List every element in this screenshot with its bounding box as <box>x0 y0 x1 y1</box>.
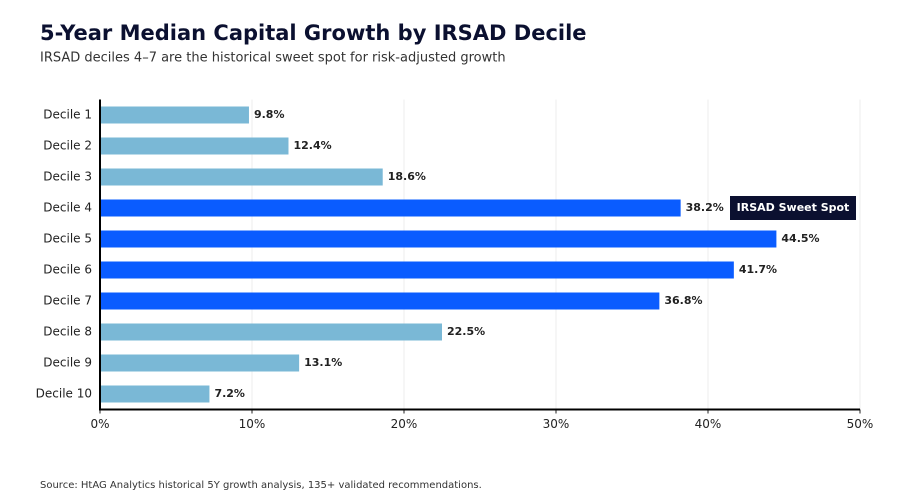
bar <box>100 385 210 403</box>
y-tick-label: Decile 4 <box>43 201 92 215</box>
x-tick-label: 30% <box>543 417 570 431</box>
bar <box>100 168 383 186</box>
value-label: 12.4% <box>293 139 331 152</box>
value-label: 38.2% <box>686 201 724 214</box>
bar <box>100 292 660 310</box>
value-label: 44.5% <box>781 232 819 245</box>
bar <box>100 323 442 341</box>
value-label: 36.8% <box>664 294 702 307</box>
value-label: 41.7% <box>739 263 777 276</box>
x-tick-label: 0% <box>90 417 109 431</box>
annotation: IRSAD Sweet Spot <box>737 201 850 214</box>
bar <box>100 137 289 155</box>
y-tick-label: Decile 5 <box>43 232 92 246</box>
y-tick-label: Decile 9 <box>43 356 92 370</box>
annotation-box <box>730 196 856 220</box>
x-tick-label: 20% <box>391 417 418 431</box>
y-tick-label: Decile 1 <box>43 108 92 122</box>
value-label: 22.5% <box>447 325 485 338</box>
y-tick-label: Decile 7 <box>43 294 92 308</box>
y-tick-label: Decile 3 <box>43 170 92 184</box>
chart-subtitle: IRSAD deciles 4–7 are the historical swe… <box>40 51 506 66</box>
value-label: 9.8% <box>254 108 285 121</box>
y-tick-label: Decile 6 <box>43 263 92 277</box>
bar <box>100 106 249 124</box>
value-label: 7.2% <box>214 387 245 400</box>
bar <box>100 199 681 217</box>
y-tick-label: Decile 10 <box>36 387 92 401</box>
x-tick-label: 10% <box>239 417 266 431</box>
y-tick-label: Decile 2 <box>43 139 92 153</box>
bar <box>100 354 300 372</box>
bar <box>100 261 734 279</box>
y-tick-label: Decile 8 <box>43 325 92 339</box>
value-label: 18.6% <box>388 170 426 183</box>
source-note: Source: HtAG Analytics historical 5Y gro… <box>40 480 482 491</box>
value-label: 13.1% <box>304 356 342 369</box>
x-tick-label: 50% <box>847 417 874 431</box>
chart-title: 5-Year Median Capital Growth by IRSAD De… <box>40 21 587 45</box>
x-tick-label: 40% <box>695 417 722 431</box>
bar <box>100 230 777 248</box>
